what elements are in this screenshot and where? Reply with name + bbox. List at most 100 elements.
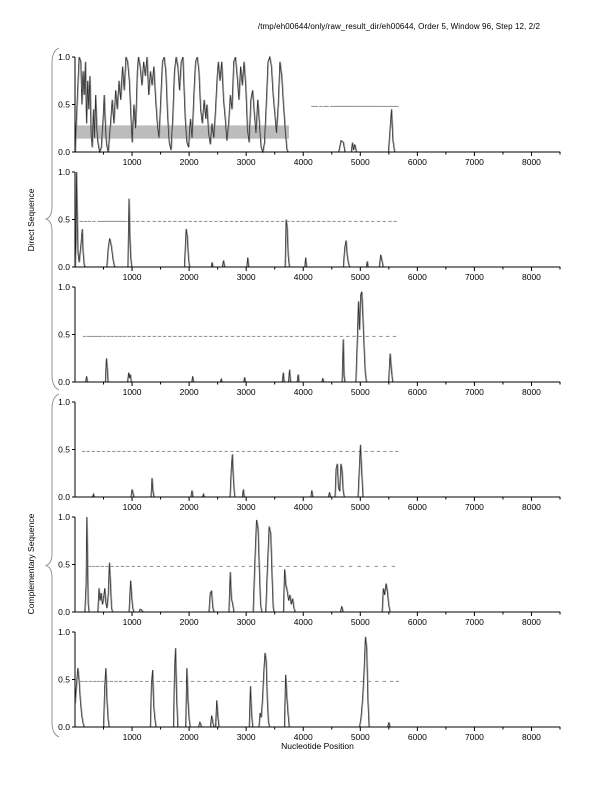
axis-spines <box>74 287 560 383</box>
x-tick-label: 4000 <box>294 502 313 512</box>
x-tick-label: 6000 <box>408 502 427 512</box>
position-marker <box>315 680 320 682</box>
x-tick-label: 2000 <box>180 617 199 627</box>
position-marker <box>161 450 166 452</box>
position-marker <box>106 450 111 452</box>
x-tick-label: 4000 <box>294 387 313 397</box>
position-marker <box>241 335 246 337</box>
position-marker <box>279 335 283 337</box>
x-tick-label: 6000 <box>408 157 427 167</box>
position-marker <box>383 450 387 452</box>
position-marker <box>342 220 347 222</box>
position-marker <box>241 680 245 682</box>
position-marker <box>325 105 329 107</box>
position-marker <box>96 450 101 452</box>
position-marker <box>336 105 341 107</box>
position-marker <box>267 680 271 682</box>
position-marker <box>129 680 133 682</box>
position-marker <box>102 335 107 337</box>
position-marker <box>383 105 387 107</box>
position-marker <box>219 220 223 222</box>
position-marker <box>168 335 172 337</box>
position-marker <box>83 220 87 222</box>
x-tick-label: 7000 <box>465 502 484 512</box>
position-marker <box>101 450 106 452</box>
position-marker <box>178 220 182 222</box>
position-marker <box>383 565 387 567</box>
position-marker <box>357 565 361 567</box>
position-marker <box>88 565 92 567</box>
position-marker <box>136 220 140 222</box>
position-marker <box>286 220 290 222</box>
position-marker <box>106 335 111 337</box>
position-marker <box>167 450 171 452</box>
position-marker <box>345 680 349 682</box>
position-marker <box>376 220 381 222</box>
position-marker <box>149 565 154 567</box>
position-marker <box>332 220 336 222</box>
position-marker <box>300 565 305 567</box>
position-marker <box>109 680 114 682</box>
position-marker <box>214 220 218 222</box>
position-marker <box>188 335 192 337</box>
position-marker <box>91 450 95 452</box>
x-tick-label: 2000 <box>180 272 199 282</box>
position-marker <box>157 335 162 337</box>
x-tick-label: 3000 <box>237 617 256 627</box>
position-marker <box>345 450 349 452</box>
x-axis-label: Nucleotide Position <box>281 741 354 751</box>
position-marker <box>170 565 174 567</box>
position-marker <box>218 450 223 452</box>
position-marker <box>370 105 374 107</box>
position-marker <box>258 450 263 452</box>
position-marker <box>150 450 154 452</box>
position-marker <box>146 220 151 222</box>
position-marker <box>385 105 389 107</box>
position-marker <box>163 565 167 567</box>
panel-4-complementary: 0.0 0.5 1.0 1000 2000 3000 4000 5000 6000 7000 800… <box>58 397 561 512</box>
x-tick-label: 1000 <box>123 387 142 397</box>
position-marker <box>90 335 94 337</box>
position-marker <box>371 220 375 222</box>
x-tick-label: 6000 <box>408 387 427 397</box>
position-marker <box>162 680 166 682</box>
position-marker <box>389 450 393 452</box>
position-marker <box>193 335 198 337</box>
position-marker <box>188 220 192 222</box>
position-marker <box>168 680 172 682</box>
x-tick-label: 5000 <box>351 502 370 512</box>
position-marker <box>226 565 231 567</box>
position-marker <box>241 565 246 567</box>
panel-5-complementary: 0.0 0.5 1.0 1000 2000 3000 4000 5000 6000 7000 800… <box>58 512 561 627</box>
position-marker <box>366 565 370 567</box>
position-marker <box>346 335 350 337</box>
position-marker <box>147 335 151 337</box>
position-marker <box>203 220 208 222</box>
position-marker <box>270 450 274 452</box>
y-tick-label: 1.0 <box>58 512 70 522</box>
position-marker <box>131 565 135 567</box>
position-marker <box>374 565 378 567</box>
position-marker <box>354 220 358 222</box>
position-marker <box>178 335 182 337</box>
position-marker <box>122 450 126 452</box>
y-tick-label: 0.0 <box>58 722 70 732</box>
position-marker <box>339 450 343 452</box>
y-tick-label: 0.0 <box>58 262 70 272</box>
y-tick-label: 0.5 <box>58 215 70 225</box>
probability-trace <box>75 444 560 498</box>
position-marker <box>275 220 280 222</box>
position-marker <box>333 105 337 107</box>
position-marker <box>115 565 119 567</box>
position-marker <box>352 105 356 107</box>
x-tick-label: 3000 <box>237 157 256 167</box>
position-marker <box>294 680 299 682</box>
position-marker <box>322 220 326 222</box>
position-marker <box>379 335 383 337</box>
panel-6-complementary: 0.0 0.5 1.0 1000 2000 3000 4000 5000 6000 7000 800… <box>58 627 561 742</box>
position-marker <box>179 680 183 682</box>
position-marker <box>280 220 285 222</box>
position-marker <box>360 680 364 682</box>
x-tick-label: 6000 <box>408 272 427 282</box>
